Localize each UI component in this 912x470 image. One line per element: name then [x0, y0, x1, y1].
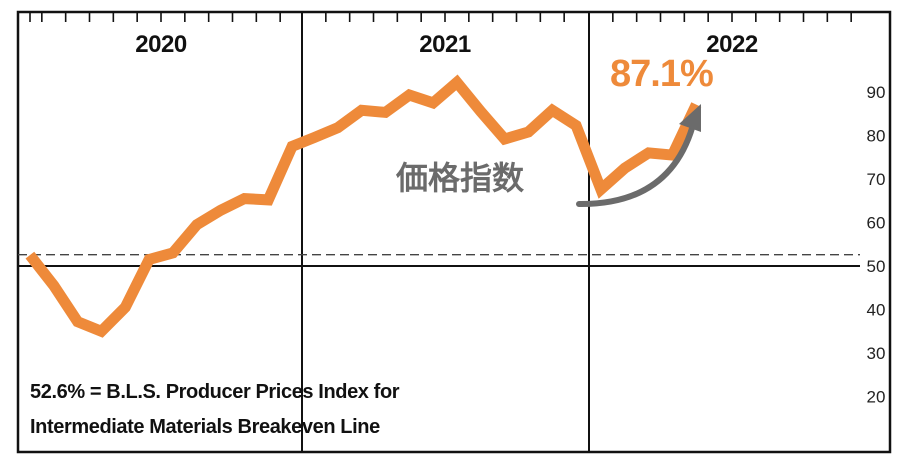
trend-arrow	[576, 122, 696, 208]
y-tick-label: 60	[867, 214, 886, 233]
trend-arrow-head	[679, 104, 701, 132]
y-tick-label: 40	[867, 301, 886, 320]
y-tick-label: 20	[867, 388, 886, 407]
y-tick-label: 90	[867, 83, 886, 102]
y-tick-label: 80	[867, 127, 886, 146]
year-label: 2020	[135, 31, 187, 58]
y-axis-labels: 20 30 40 50 60 70 80 90	[867, 83, 886, 407]
year-dividers	[301, 12, 590, 452]
annotation-jp: 価格指数	[395, 159, 525, 197]
note-line-1: 52.6% = B.L.S. Producer Prices Index for	[30, 381, 400, 403]
year-labels: 2020 2021 2022	[135, 31, 758, 58]
price-index-line	[25, 74, 702, 338]
y-tick-label: 70	[867, 170, 886, 189]
y-tick-label: 30	[867, 344, 886, 363]
year-label: 2021	[419, 31, 471, 58]
note-line-2: Intermediate Materials Breakeven Line	[30, 416, 380, 438]
y-tick-label: 50	[867, 257, 886, 276]
callout-value: 87.1%	[610, 53, 713, 95]
year-label: 2022	[706, 31, 758, 58]
top-month-ticks	[29, 12, 852, 22]
